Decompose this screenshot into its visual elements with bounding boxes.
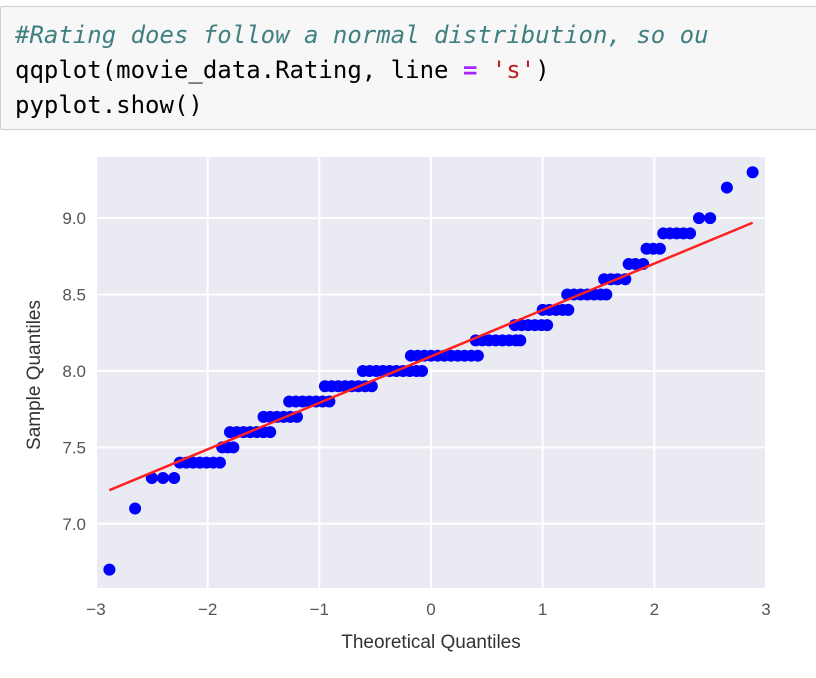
code-operator: = [462,56,478,84]
data-point [471,349,484,362]
data-point [693,212,705,225]
output-area: −3 −2 −1 0 1 2 3 7.0 7.5 8.0 8.5 9.0 Theoretical Q… [0,140,816,674]
grid-lines [95,157,767,588]
code-comment: #Rating does follow a normal distributio… [15,21,709,49]
code-line-show: pyplot.show() [15,89,203,121]
data-point [129,502,142,515]
x-tick-label: 2 [650,600,659,619]
y-tick-label: 7.5 [62,438,86,457]
y-tick-label: 7.0 [62,515,86,534]
data-point [416,364,429,377]
data-point [704,212,717,225]
data-point [168,471,181,484]
code-paren: ) [535,56,550,84]
data-point [213,456,226,469]
y-tick-label: 9.0 [62,209,86,228]
y-tick-label: 8.0 [62,362,86,381]
qq-plot: −3 −2 −1 0 1 2 3 7.0 7.5 8.0 8.5 9.0 Theoretical Q… [24,157,771,653]
data-point [227,441,240,454]
data-point [746,166,759,179]
data-point [264,426,277,439]
data-point [720,181,733,194]
x-tick-label: 3 [761,600,770,619]
data-point [103,563,116,576]
y-tick-label: 8.5 [62,286,86,305]
data-point [157,471,169,484]
code-show-call: pyplot.show() [15,91,203,119]
code-qqplot-call: qqplot(movie_data.Rating, line [15,56,463,84]
data-point [514,334,527,347]
x-axis-label: Theoretical Quantiles [341,632,521,653]
data-points [103,166,759,576]
x-tick-label: −3 [86,600,105,619]
x-tick-label: 0 [426,600,435,619]
data-point [541,319,554,332]
y-tick-labels: 7.0 7.5 8.0 8.5 9.0 [62,209,86,534]
x-tick-label: −2 [198,600,217,619]
x-tick-labels: −3 −2 −1 0 1 2 3 [86,600,770,619]
data-point [600,288,613,301]
y-axis-label: Sample Quantiles [24,300,45,450]
code-cell[interactable]: #Rating does follow a normal distributio… [0,6,816,130]
code-space [477,56,491,84]
fit-line [108,221,754,492]
code-line-comment: #Rating does follow a normal distributio… [15,19,709,51]
data-point [684,227,697,240]
code-line-qqplot: qqplot(movie_data.Rating, line = 's') [15,54,550,86]
x-tick-label: 1 [538,600,547,619]
x-tick-label: −1 [310,600,329,619]
code-string: 's' [491,56,536,84]
data-point [562,303,575,316]
data-point [653,242,666,255]
